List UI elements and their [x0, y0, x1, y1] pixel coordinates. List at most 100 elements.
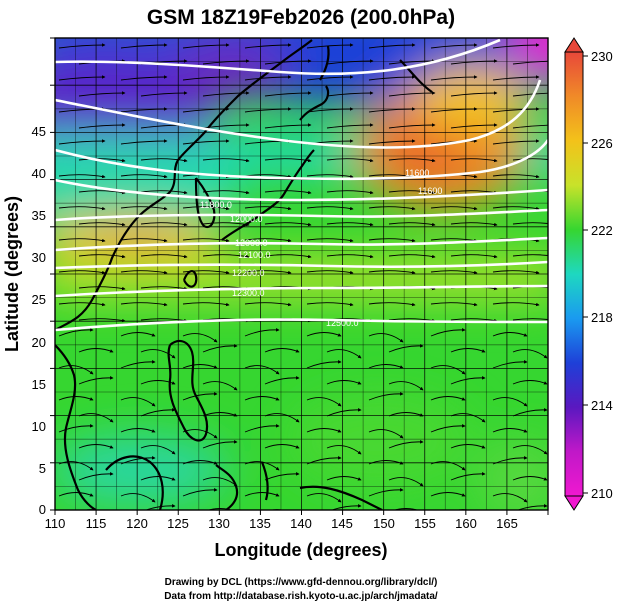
y-tick-label: 35 — [32, 208, 46, 223]
streamline — [264, 123, 312, 129]
streamline — [182, 488, 218, 497]
x-axis-ticks — [54, 510, 549, 515]
colorbar-label: 210 — [591, 486, 613, 501]
streamline — [244, 238, 292, 243]
streamline — [512, 124, 548, 129]
x-tick-label: 155 — [414, 516, 436, 531]
streamline — [326, 190, 374, 195]
streamline — [264, 59, 312, 65]
streamline — [264, 254, 312, 259]
streamline — [492, 332, 528, 337]
streamline — [120, 428, 156, 433]
streamline — [512, 254, 548, 257]
streamline — [120, 174, 168, 179]
x-axis-label: Longitude (degrees) — [214, 540, 387, 560]
streamline — [58, 365, 94, 375]
streamline — [182, 333, 218, 343]
streamline — [244, 206, 292, 211]
streamline — [388, 190, 436, 195]
streamline — [512, 445, 548, 455]
y-tick-label: 25 — [32, 292, 46, 307]
x-tick-label: 165 — [496, 516, 518, 531]
streamline — [120, 75, 168, 81]
streamline — [450, 222, 498, 227]
streamline — [306, 332, 342, 337]
streamline — [120, 332, 156, 337]
streamline — [306, 493, 342, 503]
streamline — [450, 91, 498, 97]
streamline — [430, 107, 478, 113]
streamline — [58, 174, 106, 179]
streamline — [58, 461, 94, 471]
streamline — [140, 222, 188, 227]
streamline — [78, 413, 114, 423]
streamline — [388, 254, 436, 259]
streamline — [244, 492, 280, 497]
y-tick-label: 10 — [32, 419, 46, 434]
streamline — [244, 424, 280, 433]
streamline — [244, 270, 292, 275]
streamline — [512, 476, 548, 481]
streamline — [306, 428, 342, 433]
streamline — [512, 408, 548, 417]
contour-label: 12500.0 — [326, 318, 359, 328]
credit-line-2: Data from http://database.rish.kyoto-u.a… — [164, 591, 438, 602]
streamline — [512, 60, 548, 65]
contour-label: 12100.0 — [238, 250, 271, 260]
streamline — [450, 348, 486, 353]
streamline — [182, 460, 218, 465]
streamline — [120, 397, 156, 407]
streamline — [58, 396, 94, 401]
streamline — [326, 476, 362, 481]
colorbar-gradient — [564, 51, 584, 497]
streamline — [202, 158, 250, 163]
y-tick-label: 0 — [39, 502, 46, 517]
streamline — [120, 270, 168, 275]
streamline — [78, 444, 114, 449]
coastlines — [55, 39, 433, 510]
y-tick-label: 20 — [32, 335, 46, 350]
streamline — [430, 461, 466, 471]
streamline — [182, 270, 230, 275]
streamline — [202, 91, 250, 97]
contour-label: 12200.0 — [232, 268, 265, 278]
streamline — [78, 158, 126, 163]
streamline — [120, 139, 168, 145]
streamline — [306, 302, 354, 307]
streamline — [450, 376, 486, 385]
streamline — [306, 43, 354, 49]
streamline — [450, 444, 486, 449]
streamline — [140, 158, 188, 163]
streamline — [140, 190, 188, 195]
streamline — [306, 107, 354, 113]
streamline — [140, 318, 188, 323]
streamline — [368, 460, 404, 465]
streamline — [430, 206, 478, 211]
streamline — [388, 381, 424, 391]
streamline — [78, 190, 126, 195]
streamline — [368, 270, 416, 275]
streamline — [388, 91, 436, 97]
streamline — [58, 424, 94, 433]
streamline — [264, 190, 312, 195]
streamline — [182, 392, 218, 401]
streamline — [326, 91, 374, 97]
streamline — [450, 158, 498, 163]
x-tick-label: 115 — [86, 516, 107, 531]
streamline — [430, 365, 466, 375]
y-axis-label: Latitude (degrees) — [2, 196, 22, 352]
x-tick-label: 150 — [373, 516, 395, 531]
streamline — [120, 107, 168, 113]
streamline — [512, 92, 548, 97]
contour-label: 12000.0 — [235, 238, 268, 248]
streamline — [78, 318, 126, 323]
streamline — [492, 360, 528, 369]
streamline — [244, 174, 292, 179]
streamline — [450, 413, 486, 423]
streamline — [120, 238, 168, 243]
streamline — [140, 286, 188, 291]
streamline — [58, 75, 106, 81]
streamline — [368, 139, 416, 145]
streamline — [182, 302, 230, 307]
